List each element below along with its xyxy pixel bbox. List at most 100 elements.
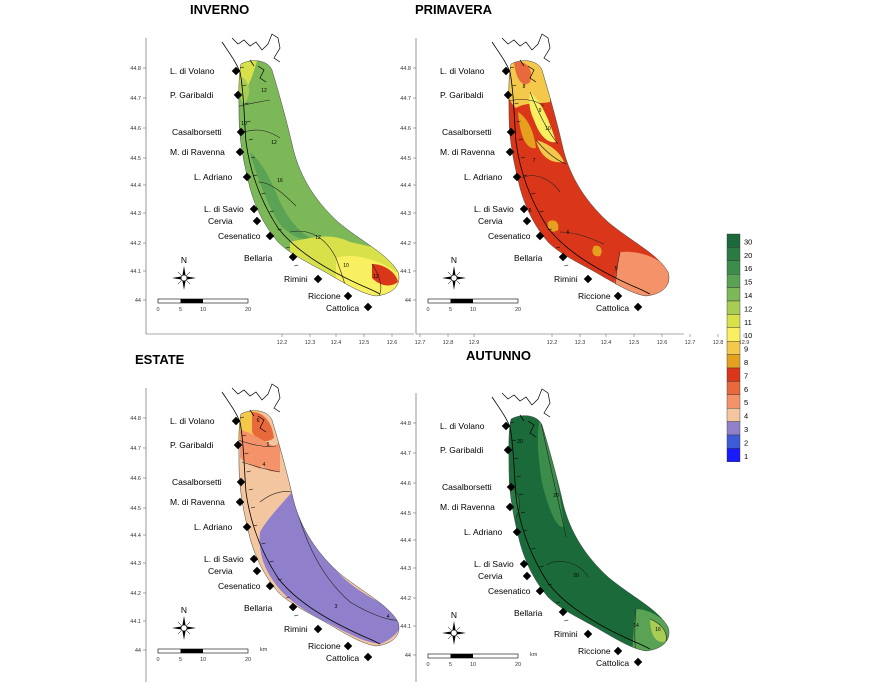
- coast-hatch: [250, 156, 256, 159]
- coast-hatch: [277, 228, 282, 231]
- town-label: Cattolica: [326, 653, 359, 663]
- town-label: Cattolica: [596, 658, 629, 668]
- scale-label: 20: [515, 662, 521, 668]
- station-marker: [506, 482, 516, 492]
- isoline-label: 16: [655, 627, 661, 633]
- isoline: [535, 139, 567, 165]
- town-label: Riccione: [308, 291, 341, 301]
- lat-tick-label: 44.7: [400, 451, 411, 457]
- panel-title: PRIMAVERA: [415, 2, 493, 17]
- station-marker: [363, 652, 373, 662]
- lat-tick-label: 44.5: [400, 156, 411, 162]
- station-marker: [583, 274, 593, 284]
- coast-hatch: [239, 66, 245, 69]
- legend-label: 16: [744, 264, 752, 273]
- lat-tick-label: 44.6: [130, 476, 141, 482]
- legend-swatch: [726, 260, 741, 275]
- lat-tick-label: 44.2: [400, 596, 411, 602]
- panel-estate: ESTATE44.844.744.644.544.444.344.244.144…: [130, 352, 400, 682]
- isoline-label: 10: [241, 121, 247, 127]
- legend-swatch: [726, 367, 741, 382]
- town-label: L. Adriano: [194, 522, 233, 532]
- legend-label: 12: [744, 304, 752, 313]
- concentration-zone: [536, 140, 564, 163]
- isoline: [634, 608, 639, 651]
- coast-hatch: [514, 457, 519, 460]
- coast-hatch: [253, 174, 258, 177]
- legend-swatch: [726, 341, 741, 355]
- isoline-label: 14: [633, 623, 639, 629]
- town-label: Cesenatico: [218, 231, 261, 241]
- north-arrow: [172, 266, 196, 290]
- town-label: M. di Ravenna: [440, 502, 495, 512]
- lon-tick-label: 12.8: [443, 340, 454, 346]
- legend-label: 20: [744, 251, 752, 260]
- coast-hatch: [547, 583, 552, 586]
- town-label: Casalborsetti: [172, 477, 222, 487]
- isoline-label: 3: [335, 604, 338, 610]
- lon-tick-label: 12.6: [657, 340, 668, 346]
- coast-hatch: [239, 416, 245, 419]
- town-label: Casalborsetti: [442, 482, 492, 492]
- legend-label: 8: [744, 358, 748, 367]
- scale-label: 20: [515, 307, 521, 313]
- isoline: [539, 416, 567, 538]
- legend-label: 4: [744, 412, 748, 421]
- legend-label: 15: [744, 278, 752, 287]
- isoline-label: 6: [567, 230, 570, 236]
- sea-area-base: [508, 60, 670, 296]
- lat-tick-label: 44.3: [400, 566, 411, 572]
- station-marker: [501, 421, 511, 431]
- legend-label: 2: [744, 438, 748, 447]
- coast-hatch: [242, 434, 247, 437]
- isoline-label: 16: [277, 178, 283, 184]
- station-marker: [288, 602, 298, 612]
- coast-hatch: [253, 524, 258, 527]
- coast-hatch: [248, 138, 253, 141]
- town-label: Cesenatico: [488, 231, 531, 241]
- color-legend: 30 20 16 15 14 12 11 10 9 8 7 6 5 4 3 2 1: [726, 233, 752, 462]
- scale-label: 10: [200, 657, 206, 663]
- scale-label: 20: [245, 307, 251, 313]
- town-label: Casalborsetti: [172, 127, 222, 137]
- station-marker: [313, 274, 323, 284]
- coast-hatch: [285, 596, 291, 599]
- town-label: Cattolica: [596, 303, 629, 313]
- isoline-label: 4: [263, 462, 266, 468]
- town-label: Rimini: [284, 274, 308, 284]
- legend-swatch: [726, 421, 741, 436]
- coast-hatch: [516, 475, 521, 478]
- lat-tick-label: 44.5: [130, 506, 141, 512]
- scale-label: 10: [200, 307, 206, 313]
- concentration-zone: [518, 112, 536, 149]
- station-marker: [265, 231, 275, 241]
- legend-label: 14: [744, 291, 752, 300]
- town-label: L. di Savio: [204, 554, 244, 564]
- town-label: P. Garibaldi: [440, 445, 483, 455]
- coast-hatch: [246, 120, 251, 123]
- legend-swatch: [726, 327, 741, 342]
- isoline-label: 12: [373, 274, 379, 280]
- lat-tick-label: 44.8: [400, 66, 411, 72]
- isoline-label: 7: [533, 158, 536, 164]
- isoline-label: 10: [545, 126, 551, 132]
- map-area: 6 5 4 3 4 L. di Volano P. Garibaldi Casalborset…: [170, 383, 400, 663]
- isoline: [521, 175, 561, 193]
- coast-hatch: [516, 120, 521, 123]
- coast-hatch: [294, 614, 299, 617]
- north-label: N: [451, 255, 457, 265]
- north-arrow: [442, 621, 466, 645]
- legend-swatch: [726, 300, 741, 315]
- concentration-zone: [250, 152, 310, 239]
- coast-hatch: [244, 452, 249, 455]
- town-label: Cesenatico: [488, 586, 531, 596]
- town-label: Cesenatico: [218, 581, 261, 591]
- coastline: [221, 391, 381, 645]
- station-marker: [583, 629, 593, 639]
- panel-inverno: INVERNO 44.8 44.7 44.6 44.5 44.4 44.3 44.2 44.1 4…: [130, 2, 479, 346]
- isoline: [238, 439, 277, 447]
- coast-hatch: [518, 138, 523, 141]
- town-label: L. Adriano: [194, 172, 233, 182]
- map-area: 8 9 10 7 6 6 5 L. di Volano P. Garibaldi Casalbor…: [440, 33, 670, 313]
